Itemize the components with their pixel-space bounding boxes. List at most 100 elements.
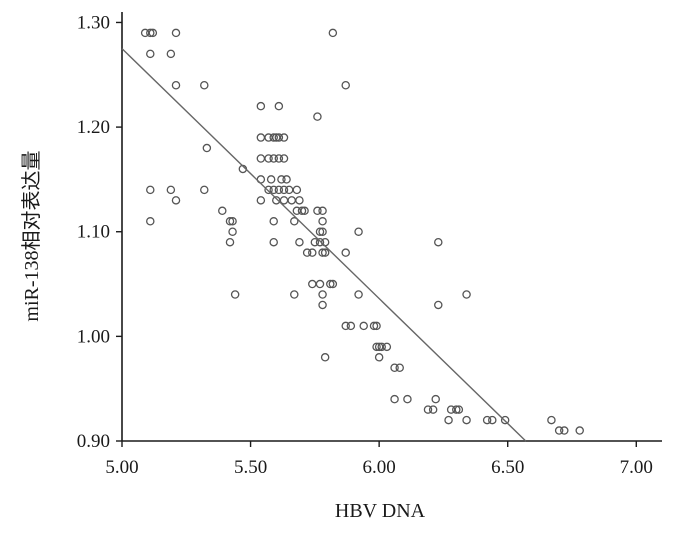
data-point (269, 237, 278, 247)
data-point (320, 248, 330, 257)
data-point (292, 185, 302, 195)
data-point (374, 353, 384, 362)
y-tick-label: 1.20 (77, 117, 110, 138)
data-point (284, 185, 294, 195)
data-point (434, 237, 443, 247)
data-point (171, 196, 181, 205)
data-point (279, 185, 289, 195)
data-point (462, 415, 471, 425)
data-point (225, 237, 235, 247)
data-point (269, 154, 278, 163)
data-point (308, 248, 317, 257)
data-point (171, 28, 181, 38)
data-point (341, 321, 350, 331)
data-point (202, 143, 212, 153)
x-tick-label: 5.00 (105, 457, 138, 478)
x-tick-label: 6.00 (363, 457, 396, 478)
data-point (359, 321, 368, 331)
data-point (403, 394, 412, 404)
data-point (315, 279, 325, 289)
data-point (171, 80, 181, 90)
data-point (166, 49, 176, 59)
data-point (256, 154, 266, 163)
data-point (274, 133, 284, 142)
data-point (377, 342, 386, 352)
data-point (431, 394, 440, 404)
data-point (279, 133, 289, 142)
data-point (434, 300, 443, 310)
data-point (328, 279, 338, 289)
data-point (454, 405, 464, 414)
x-axis-title: HBV DNA (335, 500, 426, 522)
data-point (346, 321, 356, 331)
data-point (320, 237, 330, 247)
data-point (328, 28, 338, 38)
data-point (318, 217, 327, 226)
data-point (146, 217, 155, 226)
data-point (372, 321, 381, 331)
y-axis-title: miR-138相对表达量 (20, 150, 43, 321)
x-tick-label: 7.00 (620, 457, 653, 478)
data-point (354, 227, 363, 236)
y-tick-label: 1.00 (77, 326, 110, 347)
data-point (382, 342, 392, 352)
data-point (287, 196, 296, 205)
data-point (308, 279, 317, 289)
data-point (354, 290, 363, 299)
data-point (266, 175, 276, 184)
data-point (230, 290, 240, 299)
x-tick-label: 6.50 (491, 457, 524, 478)
regression-fit-line (121, 48, 527, 442)
data-point (282, 175, 291, 184)
data-point (274, 101, 284, 111)
data-point (318, 290, 327, 299)
data-point (256, 133, 266, 142)
data-point (269, 185, 278, 195)
data-point (297, 206, 307, 216)
data-point (315, 227, 325, 236)
data-point (318, 300, 327, 310)
data-point (274, 185, 284, 195)
data-point (290, 290, 299, 299)
data-point (228, 227, 237, 236)
data-point (390, 363, 399, 373)
data-point (148, 28, 158, 38)
data-point (423, 405, 433, 414)
data-point (554, 426, 564, 435)
data-point (310, 237, 320, 247)
axes (121, 12, 662, 442)
data-point (341, 80, 350, 90)
data-point (256, 196, 266, 205)
data-point (547, 415, 556, 425)
data-point (390, 394, 399, 404)
data-point (295, 196, 304, 205)
data-point (500, 415, 510, 425)
data-point (560, 426, 569, 435)
data-point (444, 415, 453, 425)
data-point (315, 237, 325, 247)
data-point (166, 185, 176, 195)
data-point (200, 80, 209, 90)
data-point (146, 28, 155, 38)
data-point (218, 206, 227, 216)
data-point (269, 133, 278, 142)
data-point (318, 206, 327, 216)
data-point (313, 112, 322, 121)
data-point (482, 415, 492, 425)
data-point (462, 290, 471, 299)
data-point (279, 154, 289, 163)
data-point (313, 206, 322, 216)
y-tick-label: 0.90 (77, 431, 110, 452)
data-point (395, 363, 404, 373)
x-tick-label: 5.50 (234, 457, 267, 478)
data-point (452, 405, 461, 414)
data-point (256, 101, 266, 111)
data-point (264, 154, 273, 163)
data-point (318, 248, 327, 257)
data-point (428, 405, 438, 414)
data-point (146, 185, 155, 195)
data-point (277, 175, 286, 184)
data-point (488, 415, 497, 425)
